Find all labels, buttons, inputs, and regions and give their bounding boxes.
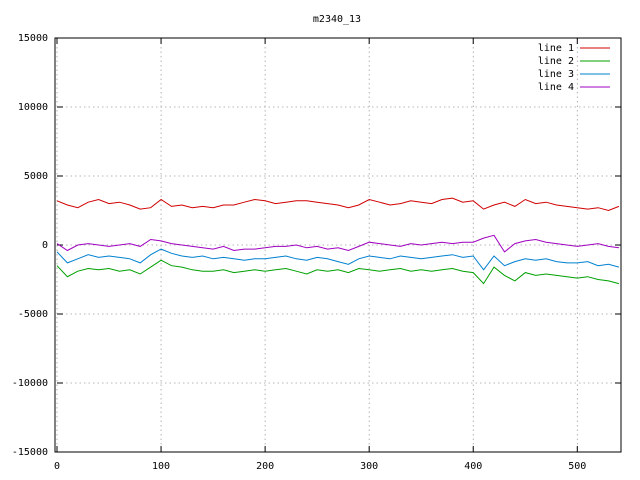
- legend-label: line 4: [538, 82, 574, 93]
- y-tick-label: 5000: [24, 171, 48, 182]
- data-line: [56, 248, 620, 271]
- y-tick-label: -15000: [12, 447, 48, 458]
- y-tick-label: -10000: [12, 378, 48, 389]
- chart-title: m2340_13: [313, 14, 361, 25]
- plot-frame: [54, 37, 622, 453]
- y-tick-label: -5000: [18, 309, 48, 320]
- data-line: [56, 259, 620, 285]
- x-tick-label: 0: [54, 461, 60, 472]
- data-line: [56, 197, 620, 212]
- legend-label: line 1: [538, 43, 574, 54]
- x-tick-label: 200: [256, 461, 274, 472]
- x-tick-label: 400: [464, 461, 482, 472]
- legend-label: line 2: [538, 56, 574, 67]
- legend-label: line 3: [538, 69, 574, 80]
- x-tick-label: 100: [152, 461, 170, 472]
- data-line: [56, 234, 619, 253]
- y-tick-label: 0: [42, 240, 48, 251]
- y-tick-label: 10000: [18, 102, 48, 113]
- x-tick-label: 500: [568, 461, 586, 472]
- y-tick-label: 15000: [18, 33, 48, 44]
- x-tick-label: 300: [360, 461, 378, 472]
